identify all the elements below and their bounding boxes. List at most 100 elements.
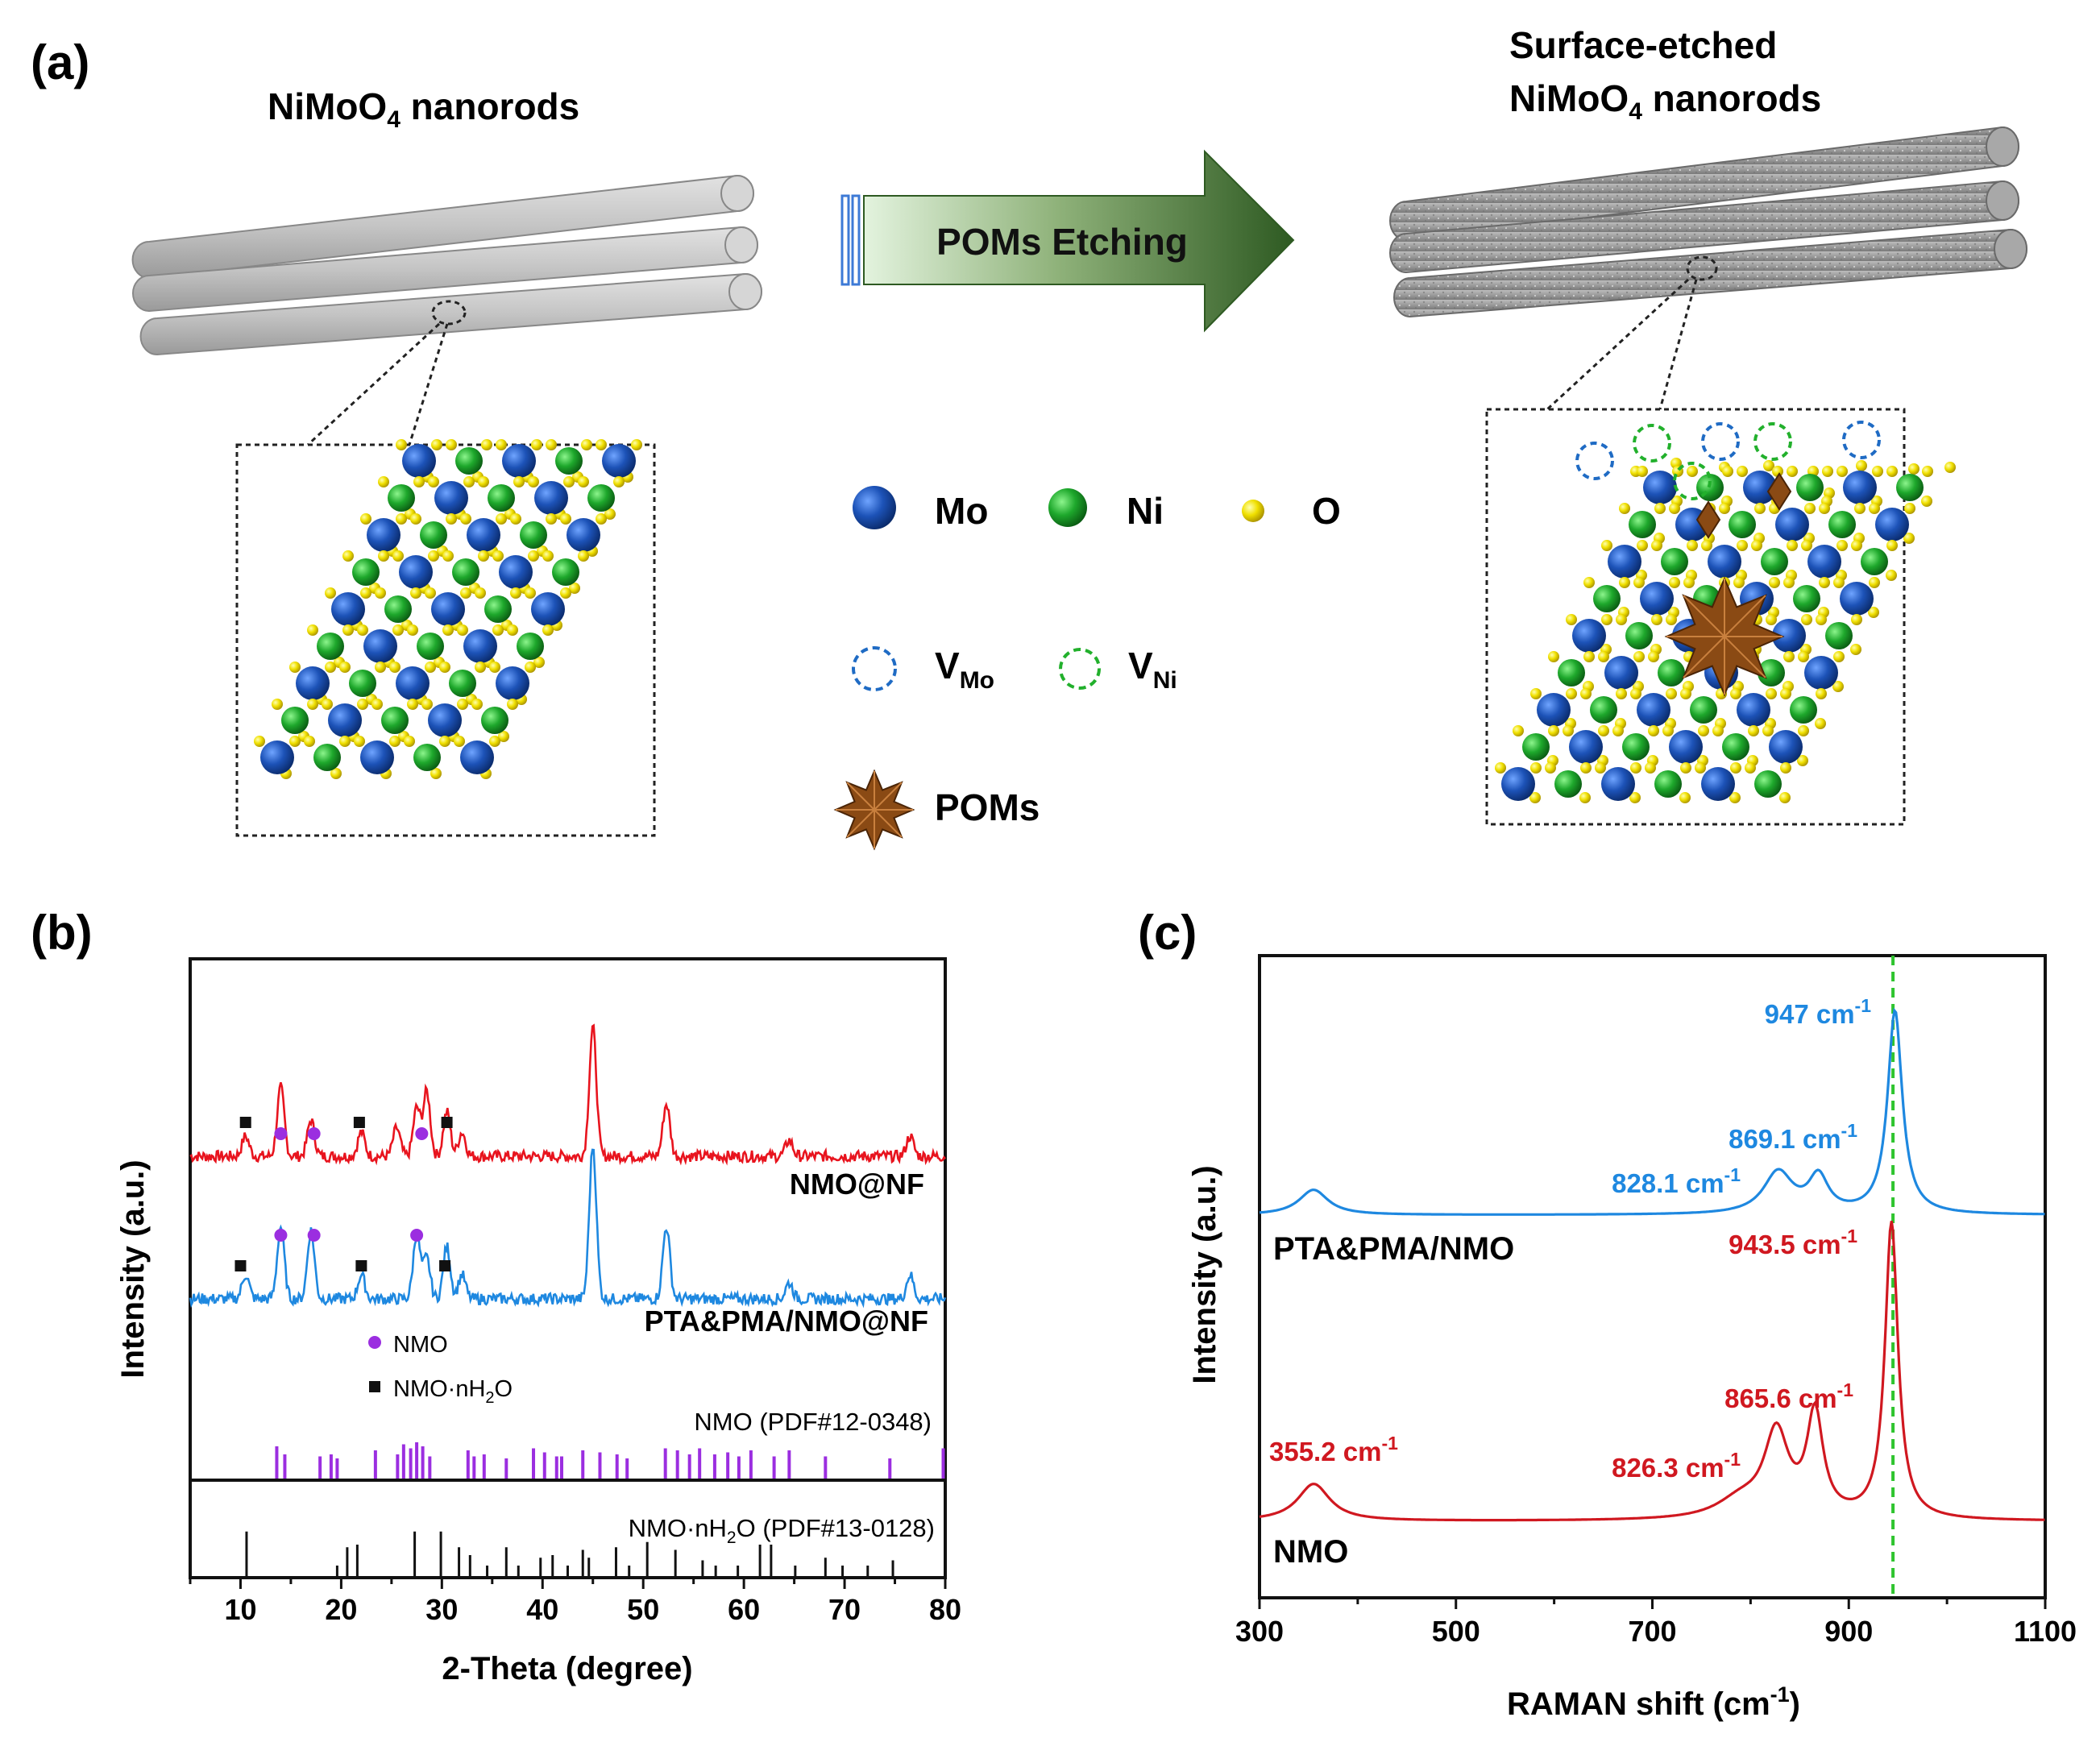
raman-x-tick-label: 1100 bbox=[2014, 1615, 2077, 1648]
ni-atom bbox=[381, 707, 409, 734]
peak-annotation: 947 cm-1 bbox=[1765, 995, 1872, 1029]
mo-atom bbox=[531, 592, 565, 626]
o-atom bbox=[1748, 725, 1759, 736]
mo-atom bbox=[1708, 545, 1741, 579]
o-atom bbox=[1698, 725, 1709, 736]
mo-atom bbox=[399, 555, 433, 589]
o-atom bbox=[1904, 503, 1915, 514]
ni-atom bbox=[1622, 733, 1650, 761]
o-atom bbox=[1944, 462, 1956, 473]
panel-a-label: (a) bbox=[31, 35, 89, 89]
o-atom bbox=[578, 476, 589, 487]
o-atom bbox=[389, 662, 400, 673]
o-atom bbox=[1872, 466, 1883, 477]
o-atom bbox=[1548, 725, 1559, 736]
ni-atom bbox=[449, 670, 476, 697]
o-atom bbox=[1648, 651, 1659, 662]
ni-atom bbox=[1761, 548, 1788, 575]
mo-atom bbox=[602, 444, 636, 478]
mo-atom bbox=[534, 481, 568, 515]
raman-series-0 bbox=[1259, 1007, 2045, 1216]
o-atom bbox=[1548, 651, 1559, 662]
ni-atom bbox=[1654, 770, 1682, 798]
pom-edge bbox=[1724, 636, 1766, 678]
o-atom bbox=[510, 587, 521, 599]
poms-icon bbox=[833, 769, 915, 851]
mo-atom bbox=[1604, 656, 1638, 690]
o-atom bbox=[1529, 792, 1541, 803]
o-atom bbox=[392, 624, 404, 636]
o-atom bbox=[1729, 792, 1741, 803]
o-atom bbox=[578, 550, 589, 562]
pom-edge bbox=[846, 809, 875, 838]
ni-atom bbox=[388, 484, 415, 512]
o-atom bbox=[1737, 540, 1748, 551]
ni-atom bbox=[1729, 511, 1756, 538]
o-atom bbox=[496, 513, 507, 525]
mo-atom bbox=[1807, 545, 1841, 579]
ni-atom bbox=[1896, 474, 1924, 501]
o-atom bbox=[507, 624, 518, 636]
raman-x-tick-label: 300 bbox=[1235, 1615, 1284, 1648]
o-atom bbox=[1637, 466, 1648, 477]
o-atom bbox=[528, 550, 539, 562]
ni-atom bbox=[349, 670, 376, 697]
o-atom bbox=[1530, 762, 1542, 774]
o-atom bbox=[454, 736, 465, 747]
xrd-x-tick-label: 20 bbox=[325, 1593, 357, 1626]
ni-atom bbox=[1593, 585, 1621, 612]
o-atom bbox=[1780, 762, 1791, 774]
hydrate-peak-marker bbox=[234, 1260, 247, 1271]
o-atom bbox=[1666, 614, 1677, 625]
mo-atom bbox=[463, 629, 497, 663]
o-atom bbox=[1633, 577, 1645, 588]
ni-atom bbox=[281, 707, 309, 734]
o-atom bbox=[1804, 503, 1816, 514]
mo-atom bbox=[460, 740, 494, 774]
ni-atom bbox=[587, 484, 615, 512]
nmo-peak-marker bbox=[307, 1229, 321, 1242]
o-atom bbox=[489, 736, 500, 747]
raman-x-tick-label: 700 bbox=[1628, 1615, 1676, 1648]
mo-atom bbox=[367, 518, 400, 552]
mo-atom bbox=[1804, 656, 1838, 690]
ni-atom bbox=[455, 447, 483, 475]
ni-atom bbox=[1590, 696, 1617, 724]
ni-atom bbox=[452, 558, 479, 586]
o-atom bbox=[1869, 503, 1880, 514]
right-title-line1: Surface-etched bbox=[1509, 24, 1777, 66]
o-atom bbox=[1819, 577, 1830, 588]
ni-atom bbox=[420, 521, 447, 549]
o-atom bbox=[1783, 651, 1795, 662]
ni-atom bbox=[417, 633, 444, 660]
o-atom bbox=[439, 736, 450, 747]
o-atom bbox=[354, 736, 365, 747]
atom-legend: Mo Ni O VMo VNi POMs bbox=[833, 486, 1341, 851]
legend-nmo-marker bbox=[368, 1336, 381, 1349]
o-atom bbox=[1530, 688, 1542, 699]
panel-c-label: (c) bbox=[1138, 906, 1197, 960]
o-atom bbox=[510, 513, 521, 525]
mo-vacancy bbox=[1701, 422, 1740, 461]
hydrate-peak-marker bbox=[353, 1117, 365, 1128]
o-atom bbox=[1683, 577, 1695, 588]
right-title-line2: NiMoO4 nanorods bbox=[1509, 77, 1821, 125]
o-atom bbox=[1495, 762, 1506, 774]
mo-atom bbox=[331, 592, 365, 626]
o-atom bbox=[431, 439, 442, 450]
o-atom bbox=[410, 513, 421, 525]
mo-atom bbox=[1772, 619, 1806, 653]
xrd-x-tick-label: 50 bbox=[627, 1593, 659, 1626]
mo-atom bbox=[1669, 730, 1703, 764]
o-atom bbox=[1737, 466, 1748, 477]
o-atom bbox=[325, 587, 336, 599]
mo-atom bbox=[499, 555, 533, 589]
mo-vacancy bbox=[1575, 442, 1614, 480]
o-atom bbox=[1851, 614, 1862, 625]
ni-atom bbox=[488, 484, 515, 512]
peak-annotation: 828.1 cm-1 bbox=[1612, 1164, 1741, 1198]
o-atom bbox=[1654, 503, 1666, 514]
o-atom bbox=[1598, 651, 1609, 662]
o-atom bbox=[325, 662, 336, 673]
pom-edge bbox=[846, 782, 875, 811]
